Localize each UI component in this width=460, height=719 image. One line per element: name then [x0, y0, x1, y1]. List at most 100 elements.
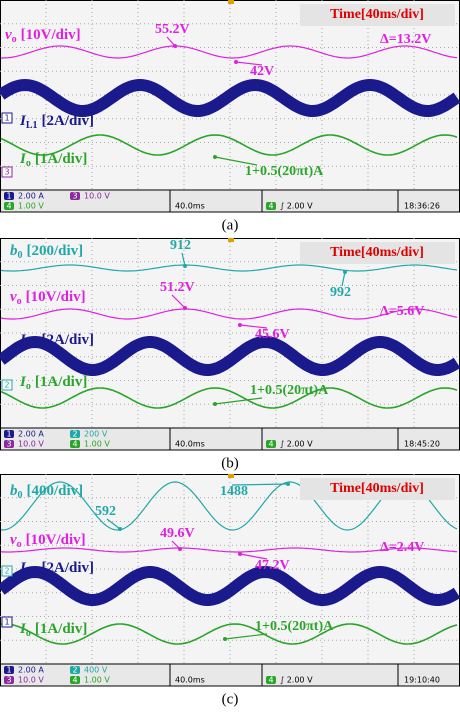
channel-scale: 2.00 A	[18, 430, 44, 439]
channel-badge	[4, 440, 14, 448]
annotation: 55.2V	[155, 22, 190, 37]
waveform	[0, 78, 460, 117]
annotation-arrow	[235, 61, 263, 66]
waveform	[0, 565, 460, 606]
waveform	[0, 308, 458, 320]
trace-symbol: I	[19, 374, 27, 390]
channel-badge	[4, 192, 14, 200]
channel-scale: 2.00 A	[18, 666, 44, 675]
trigger-marker	[228, 238, 234, 242]
trace-scale: [2A/div]	[42, 560, 95, 576]
annotation: 1488	[220, 484, 248, 499]
channel-badge	[70, 440, 80, 448]
clock: 19:10:40	[404, 676, 440, 685]
status-bg	[0, 663, 460, 687]
trace-subscript: L1	[26, 567, 38, 578]
annotation-arrow	[166, 36, 176, 47]
trigger-marker	[228, 474, 234, 478]
trace-label: vo [10V/div]	[5, 27, 81, 45]
trace-subscript: o	[26, 628, 31, 639]
trace-subscript: o	[17, 296, 22, 307]
waveform	[0, 623, 458, 645]
annotation: 1+0.5(20πt)A	[245, 164, 324, 179]
channel-number: 2	[72, 666, 77, 675]
annotation-arrow	[239, 553, 268, 560]
channel-number: 3	[6, 440, 11, 449]
trace-subscript: o	[26, 381, 31, 392]
clock: 18:45:20	[404, 440, 440, 449]
channel-marker: 2	[4, 381, 9, 390]
channel-badge	[70, 676, 80, 684]
arrow-head	[183, 306, 187, 310]
channel-number: 4	[72, 440, 77, 449]
timebase: 40.0ms	[175, 676, 205, 685]
delta-label: Δ=5.6V	[380, 304, 424, 319]
trace-symbol: v	[5, 27, 12, 43]
arrow-head	[178, 547, 182, 551]
trace-label: IL1 [2A/div]	[19, 560, 94, 578]
trace-label: vo [10V/div]	[10, 289, 86, 307]
time-label: Time[40ms/div]	[330, 245, 424, 260]
channel-scale: 1.00 V	[84, 676, 110, 685]
trace-symbol: I	[19, 560, 27, 576]
time-box	[300, 242, 455, 264]
arrow-head	[343, 270, 347, 274]
annotation-arrow	[341, 271, 346, 287]
trace-subscript: o	[12, 34, 17, 45]
channel-badge	[4, 430, 14, 438]
waveform	[0, 335, 460, 376]
arrow-head	[286, 482, 290, 486]
status-bar: 1 2.00 A 2 400 V 3 10.0 V 4 1.00 V 40.0ms 4 ∫ 2.00…	[0, 663, 460, 687]
trace-subscript: o	[26, 158, 31, 169]
trace-scale: [200/div]	[27, 243, 84, 259]
channel-number: 4	[6, 202, 11, 211]
arrow-head	[213, 402, 217, 406]
trigger-channel: 4	[268, 676, 273, 685]
scope-panel: b0 [400/div]vo [10V/div]IL1 [2A/div]Io [1A/d…	[0, 474, 460, 707]
annotation-arrow	[214, 156, 258, 166]
annotation: 49.6V	[160, 526, 195, 541]
trigger-level: ∫ 2.00 V	[280, 202, 313, 211]
trace-label: IL1 [2A/div]	[19, 113, 94, 131]
channel-number: 1	[6, 192, 11, 201]
arrow-head	[183, 264, 187, 268]
trace-scale: [1A/div]	[35, 151, 88, 167]
arrow-head	[173, 44, 177, 48]
channel-number: 1	[6, 666, 11, 675]
trace-scale: [1A/div]	[35, 374, 88, 390]
trace-scale: [1A/div]	[35, 621, 88, 637]
waveform	[1, 547, 458, 553]
trace-symbol: I	[19, 113, 27, 129]
trace-symbol: v	[10, 289, 17, 305]
channel-badge	[70, 666, 80, 674]
channel-marker: 1	[4, 618, 9, 627]
time-label: Time[40ms/div]	[330, 7, 424, 22]
scope-panel: b0 [200/div]vo [10V/div]IL1 [2A/div]Io [1A/d…	[0, 238, 460, 471]
annotation: 45.6V	[255, 327, 290, 342]
trace-symbol: v	[10, 532, 17, 548]
caption: (a)	[222, 217, 239, 233]
channel-scale: 200 V	[84, 430, 108, 439]
trace-label: Io [1A/div]	[19, 374, 87, 392]
annotation: 42V	[250, 64, 274, 79]
trace-scale: [2A/div]	[42, 332, 95, 348]
channel-marker-box	[1, 112, 13, 124]
trace-symbol: I	[19, 332, 27, 348]
caption: (b)	[221, 455, 239, 471]
annotation: 1+0.5(20πt)A	[250, 383, 329, 398]
annotation-arrow	[181, 252, 186, 267]
trigger-level: ∫ 2.00 V	[280, 440, 313, 449]
channel-marker: 2	[4, 567, 9, 576]
channel-scale: 10.0 V	[84, 192, 110, 201]
timebase: 40.0ms	[175, 202, 205, 211]
arrow-head	[234, 60, 238, 64]
trace-label: Io [1A/div]	[19, 151, 87, 169]
channel-scale: 10.0 V	[18, 440, 44, 449]
trace-symbol: b	[10, 243, 18, 259]
channel-scale: 2.00 A	[18, 192, 44, 201]
arrow-head	[223, 637, 227, 641]
arrow-head	[238, 323, 242, 327]
trace-symbol: I	[19, 621, 27, 637]
trace-scale: [10V/div]	[26, 289, 86, 305]
